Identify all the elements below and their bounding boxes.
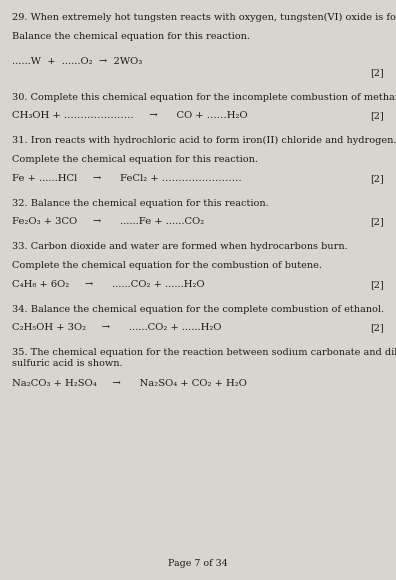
Text: Complete the chemical equation for the combustion of butene.: Complete the chemical equation for the c…	[12, 261, 322, 270]
Text: [2]: [2]	[370, 280, 384, 289]
Text: C₄H₈ + 6O₂     →      ......CO₂ + ......H₂O: C₄H₈ + 6O₂ → ......CO₂ + ......H₂O	[12, 280, 205, 289]
Text: 29. When extremely hot tungsten reacts with oxygen, tungsten(VI) oxide is formed: 29. When extremely hot tungsten reacts w…	[12, 13, 396, 22]
Text: 32. Balance the chemical equation for this reaction.: 32. Balance the chemical equation for th…	[12, 198, 269, 208]
Text: [2]: [2]	[370, 174, 384, 183]
Text: C₂H₅OH + 3O₂     →      ......CO₂ + ......H₂O: C₂H₅OH + 3O₂ → ......CO₂ + ......H₂O	[12, 324, 221, 332]
Text: ......W  +  ......O₂  →  2WO₃: ......W + ......O₂ → 2WO₃	[12, 56, 142, 66]
Text: Fe₂O₃ + 3CO     →      ......Fe + ......CO₂: Fe₂O₃ + 3CO → ......Fe + ......CO₂	[12, 218, 204, 227]
Text: 30. Complete this chemical equation for the incomplete combustion of methanol.: 30. Complete this chemical equation for …	[12, 92, 396, 101]
Text: 31. Iron reacts with hydrochloric acid to form iron(II) chloride and hydrogen.: 31. Iron reacts with hydrochloric acid t…	[12, 136, 396, 145]
Text: [2]: [2]	[370, 324, 384, 332]
Text: 33. Carbon dioxide and water are formed when hydrocarbons burn.: 33. Carbon dioxide and water are formed …	[12, 242, 348, 251]
Text: [2]: [2]	[370, 111, 384, 121]
Text: Complete the chemical equation for this reaction.: Complete the chemical equation for this …	[12, 155, 258, 164]
Text: 34. Balance the chemical equation for the complete combustion of ethanol.: 34. Balance the chemical equation for th…	[12, 304, 384, 314]
Text: 35. The chemical equation for the reaction between sodium carbonate and dilute: 35. The chemical equation for the reacti…	[12, 348, 396, 357]
Text: Page 7 of 34: Page 7 of 34	[168, 559, 228, 568]
Text: [2]: [2]	[370, 218, 384, 227]
Text: Balance the chemical equation for this reaction.: Balance the chemical equation for this r…	[12, 32, 250, 41]
Text: Fe + ......HCl     →      FeCl₂ + ……………………: Fe + ......HCl → FeCl₂ + ……………………	[12, 174, 242, 183]
Text: [2]: [2]	[370, 68, 384, 77]
Text: CH₃OH + …………………     →      CO + ……H₂O: CH₃OH + ………………… → CO + ……H₂O	[12, 111, 247, 121]
Text: Na₂CO₃ + H₂SO₄     →      Na₂SO₄ + CO₂ + H₂O: Na₂CO₃ + H₂SO₄ → Na₂SO₄ + CO₂ + H₂O	[12, 379, 247, 387]
Text: sulfuric acid is shown.: sulfuric acid is shown.	[12, 360, 123, 368]
